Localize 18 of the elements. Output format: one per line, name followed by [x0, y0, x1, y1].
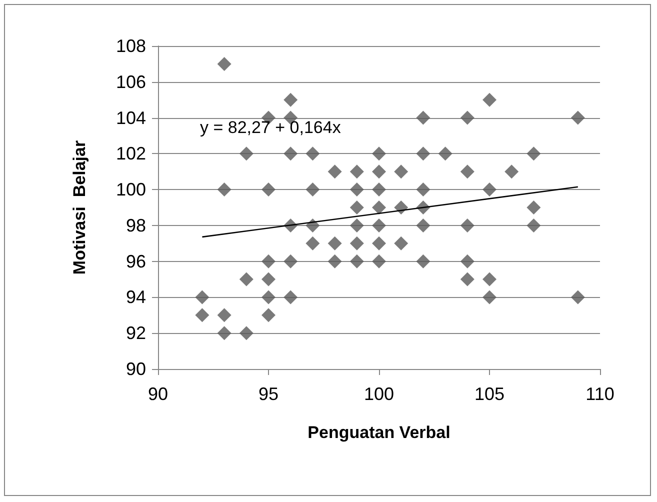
y-tick-label: 90: [126, 359, 146, 379]
x-tick-label: 90: [148, 384, 168, 404]
y-tick-label: 106: [116, 72, 146, 92]
x-axis-title: Penguatan Verbal: [308, 423, 450, 442]
y-tick-label: 94: [126, 287, 146, 308]
x-tick-label: 110: [586, 384, 614, 404]
y-tick-label: 108: [116, 36, 146, 56]
y-tick-label: 92: [126, 323, 146, 344]
x-tick-label: 95: [258, 384, 279, 404]
annotation: y = 82,27 + 0,164x: [200, 118, 342, 137]
x-tick-label: 105: [474, 384, 505, 404]
y-axis-title: Motivasi Belajar: [70, 140, 89, 275]
y-tick-label: 98: [126, 215, 146, 236]
y-tick-label: 104: [116, 108, 146, 128]
y-tick-label: 102: [116, 144, 146, 164]
y-tick-label: 96: [126, 251, 146, 272]
y-tick-label: 100: [116, 180, 146, 200]
x-tick-label: 100: [364, 384, 394, 404]
